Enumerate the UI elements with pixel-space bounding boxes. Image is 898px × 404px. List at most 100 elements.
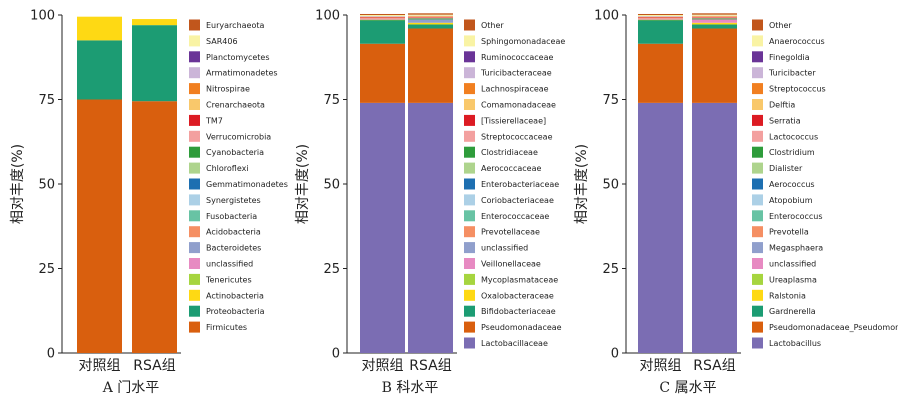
legend-swatch xyxy=(752,146,763,158)
chart-panel-3: 0 25 50 75 100 相对丰度(%) 对照组 RSA组 Other Anaerococcu… xyxy=(574,9,898,397)
legend-label: Dialister xyxy=(769,164,803,173)
legend-swatch xyxy=(752,337,763,349)
legend-swatch xyxy=(189,289,200,301)
legend-swatch xyxy=(752,19,763,31)
y-axis-label: 相对丰度(%) xyxy=(574,144,590,224)
legend-label: Ralstonia xyxy=(769,291,806,300)
bar-segment xyxy=(360,19,405,21)
legend-label: Bifidobacteriaceae xyxy=(481,307,556,316)
legend-swatch xyxy=(464,226,475,238)
legend-swatch xyxy=(189,194,200,206)
legend-swatch xyxy=(464,51,475,63)
legend-label: Crenarchaeota xyxy=(206,101,265,110)
legend-label: Planctomycetes xyxy=(206,53,270,62)
legend-label: Delftia xyxy=(769,101,795,110)
x-tick-label: 对照组 xyxy=(79,358,121,374)
legend-swatch xyxy=(189,226,200,238)
bar-segment xyxy=(132,19,177,26)
legend-label: Oxalobacteraceae xyxy=(481,291,554,300)
bar-segment xyxy=(692,16,737,17)
legend-label: Ruminococcaceae xyxy=(481,53,553,62)
bar-segment xyxy=(638,16,683,18)
bar-segment xyxy=(77,99,122,353)
legend-swatch xyxy=(189,67,200,79)
legend-label: Serratia xyxy=(769,116,801,125)
bar-segment xyxy=(638,13,683,15)
y-tick-label: 50 xyxy=(602,178,619,193)
legend-label: unclassified xyxy=(769,260,816,269)
y-tick-label: 0 xyxy=(47,347,55,362)
legend-swatch xyxy=(189,242,200,254)
legend-swatch xyxy=(752,210,763,222)
bar-segment xyxy=(132,101,177,353)
bar-segment xyxy=(408,17,453,19)
legend-label: Turicibacteraceae xyxy=(480,69,552,78)
legend-label: Armatimonadetes xyxy=(206,69,278,78)
bar-segment xyxy=(638,43,683,103)
x-tick-label: RSA组 xyxy=(693,358,735,374)
legend-swatch xyxy=(752,289,763,301)
legend-label: Mycoplasmataceae xyxy=(481,275,558,284)
legend-swatch xyxy=(189,321,200,333)
bar-segment xyxy=(360,13,405,15)
legend-label: Bacteroidetes xyxy=(206,244,261,253)
y-axis-label: 相对丰度(%) xyxy=(10,144,26,224)
bar-segment xyxy=(638,102,683,353)
bar-segment xyxy=(692,19,737,23)
legend-swatch xyxy=(752,35,763,47)
legend-label: Lachnospiraceae xyxy=(481,85,549,94)
legend-swatch xyxy=(464,67,475,79)
legend-swatch xyxy=(189,210,200,222)
legend-swatch xyxy=(752,67,763,79)
legend-swatch xyxy=(189,258,200,269)
y-tick-label: 25 xyxy=(38,262,55,277)
legend-swatch xyxy=(464,130,475,142)
legend-label: Clostridiaceae xyxy=(481,148,538,157)
bar-segment xyxy=(408,13,453,15)
legend-swatch xyxy=(189,35,200,47)
x-tick-label: RSA组 xyxy=(409,358,451,374)
legend-swatch xyxy=(464,210,475,222)
y-tick-label: 100 xyxy=(315,9,340,24)
y-tick-label: 75 xyxy=(38,93,55,108)
y-tick-label: 0 xyxy=(611,347,619,362)
legend-swatch xyxy=(464,19,475,31)
panel-caption: A 门水平 xyxy=(102,380,160,396)
legend-label: Sphingomonadaceae xyxy=(481,37,565,46)
legend-label: Streptococcaceae xyxy=(481,132,553,141)
legend-label: Lactobacillaceae xyxy=(481,339,548,348)
x-tick-label: RSA组 xyxy=(133,358,175,374)
legend-label: Aerococcus xyxy=(769,180,815,189)
x-tick-label: 对照组 xyxy=(362,358,404,374)
chart-panel-2: 0 25 50 75 100 相对丰度(%) 对照组 RSA组 Other Sphingomona… xyxy=(295,9,565,397)
legend-swatch xyxy=(752,226,763,238)
y-tick-label: 100 xyxy=(594,9,619,24)
legend-swatch xyxy=(752,321,763,333)
legend-label: Nitrospirae xyxy=(206,85,250,94)
legend-swatch xyxy=(464,194,475,206)
bar-segment xyxy=(408,102,453,353)
y-tick-label: 75 xyxy=(602,93,619,108)
legend-swatch xyxy=(464,321,475,333)
legend-swatch xyxy=(464,289,475,301)
legend-label: Aerococcaceae xyxy=(481,164,541,173)
bar-segment xyxy=(638,15,683,17)
bar-segment xyxy=(408,19,453,23)
legend-label: Finegoldia xyxy=(769,53,810,62)
bar-segment xyxy=(692,18,737,20)
legend-label: Actinobacteria xyxy=(206,291,264,300)
legend-label: SAR406 xyxy=(206,37,238,46)
legend-swatch xyxy=(752,258,763,269)
bar-segment xyxy=(408,18,453,20)
legend-label: Acidobacteria xyxy=(206,228,261,237)
y-axis-label: 相对丰度(%) xyxy=(295,144,311,224)
legend-label: Anaerococcus xyxy=(769,37,825,46)
legend-label: Turicibacter xyxy=(768,69,816,78)
bar-segment xyxy=(360,43,405,103)
legend-swatch xyxy=(752,51,763,63)
chart-panel-1: 0 25 50 75 100 相对丰度(%) 对照组 RSA组 Euryarchaeota SAR… xyxy=(10,9,288,397)
legend-swatch xyxy=(464,178,475,190)
bar-segment xyxy=(692,16,737,18)
legend-swatch xyxy=(464,146,475,158)
